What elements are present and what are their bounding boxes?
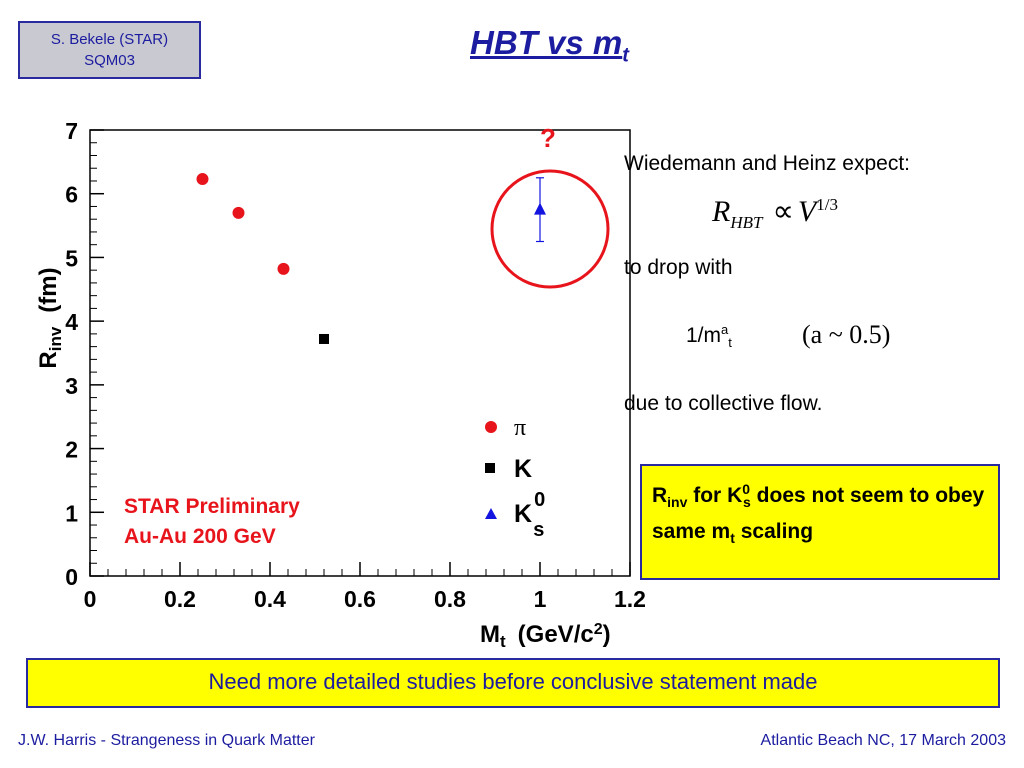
legend-k0s-sup: 0 bbox=[534, 489, 545, 511]
question-mark: ? bbox=[540, 123, 556, 153]
hbt-chart: 0 1 2 3 4 5 6 7 0 0.2 0.4 0.6 0.8 1 1.2 Rinv (fm) Mt (Ge… bbox=[35, 118, 646, 651]
annotation-collision: Au-Au 200 GeV bbox=[124, 525, 276, 548]
legend-label-kaon: K bbox=[514, 455, 532, 483]
collective-flow-text: due to collective flow. bbox=[624, 392, 823, 415]
data-point-pion bbox=[232, 206, 245, 219]
data-point-pion bbox=[196, 173, 209, 186]
x-tick-label: 0.2 bbox=[164, 586, 196, 612]
callout-k-sub: s bbox=[743, 494, 751, 511]
conclusion-box: Need more detailed studies before conclu… bbox=[26, 658, 1000, 708]
x-axis-title: Mt (GeV/c2) bbox=[480, 621, 611, 651]
y-axis-unit: (fm) bbox=[35, 267, 62, 312]
y-tick-label: 0 bbox=[65, 564, 78, 590]
author-name: S. Bekele (STAR) bbox=[50, 31, 169, 48]
legend-marker-k0s bbox=[485, 508, 497, 519]
callout-rest: does not seem to obey same m bbox=[652, 484, 985, 544]
highlight-circle bbox=[490, 169, 610, 289]
drop-text: to drop with bbox=[624, 256, 733, 279]
x-tick-label: 1.2 bbox=[614, 586, 646, 612]
footer-left: J.W. Harris - Strangeness in Quark Matte… bbox=[18, 732, 315, 749]
footer-right: Atlantic Beach NC, 17 March 2003 bbox=[760, 732, 1006, 749]
data-point-k0s bbox=[534, 202, 546, 215]
y-axis-sub: inv bbox=[46, 326, 65, 351]
x-axis-sub: t bbox=[500, 632, 506, 651]
callout-box: Rinv for K0s does not seem to obey same … bbox=[640, 464, 1000, 580]
scaling-sup: a bbox=[721, 322, 729, 337]
callout-m-sub: t bbox=[730, 530, 735, 547]
formula-exponent: 1/3 bbox=[816, 195, 838, 214]
y-axis-r: R bbox=[35, 351, 62, 368]
legend-label-pion: π bbox=[514, 415, 526, 441]
plot-area: 0 1 2 3 4 5 6 7 0 0.2 0.4 0.6 0.8 1 1.2 bbox=[65, 118, 646, 612]
conference-name: SQM03 bbox=[84, 52, 135, 69]
formula-r: R bbox=[712, 195, 731, 228]
y-axis-title-text: Rinv (fm) bbox=[35, 267, 65, 368]
y-tick-label: 4 bbox=[65, 309, 78, 335]
formula: RHBT ∝ V1/3 bbox=[712, 194, 838, 233]
legend-marker-kaon bbox=[485, 463, 495, 473]
y-axis-title: Rinv (fm) bbox=[35, 267, 65, 368]
x-axis-unit: (GeV/c bbox=[518, 621, 594, 648]
formula-proportional: ∝ bbox=[772, 195, 794, 228]
slide-title: HBT vs mt bbox=[470, 24, 629, 68]
y-tick-label: 1 bbox=[65, 500, 78, 526]
callout-end: scaling bbox=[734, 520, 814, 544]
x-axis-unit-end: ) bbox=[603, 621, 611, 648]
y-tick-label: 5 bbox=[65, 245, 78, 271]
legend-k0s-sub: s bbox=[533, 519, 544, 541]
scaling-base: 1/m bbox=[686, 324, 722, 347]
y-tick-label: 3 bbox=[65, 373, 78, 399]
legend-k0s-k: K bbox=[514, 500, 532, 528]
x-axis-unit-sup: 2 bbox=[594, 621, 603, 638]
title-sub: t bbox=[622, 44, 629, 67]
annotation-preliminary: STAR Preliminary bbox=[124, 495, 300, 518]
scaling-sub: t bbox=[728, 335, 732, 351]
formula-sub: HBT bbox=[730, 213, 763, 232]
y-tick-label: 6 bbox=[65, 182, 78, 208]
legend-marker-pion bbox=[485, 421, 497, 433]
callout-r-sub: inv bbox=[667, 494, 688, 511]
callout-for: for K bbox=[687, 484, 743, 507]
x-tick-label: 0.4 bbox=[254, 586, 286, 612]
expectation-text: Wiedemann and Heinz expect: bbox=[624, 152, 910, 175]
formula-v: V bbox=[797, 195, 817, 228]
callout-r: R bbox=[652, 484, 668, 507]
data-point-kaon bbox=[319, 333, 329, 344]
title-main: HBT vs m bbox=[470, 24, 623, 61]
author-box: S. Bekele (STAR) SQM03 bbox=[18, 21, 201, 79]
y-tick-label: 7 bbox=[65, 118, 78, 144]
scaling-expression: 1/mat bbox=[686, 322, 732, 350]
x-tick-label: 0.8 bbox=[434, 586, 466, 612]
y-tick-label: 2 bbox=[65, 437, 78, 463]
x-tick-label: 0 bbox=[84, 586, 97, 612]
x-axis-m: M bbox=[480, 621, 500, 648]
x-tick-label: 1 bbox=[534, 586, 547, 612]
x-tick-label: 0.6 bbox=[344, 586, 376, 612]
callout-k-sup: 0 bbox=[742, 481, 751, 497]
data-point-pion bbox=[277, 262, 290, 275]
scaling-exponent-note: (a ~ 0.5) bbox=[802, 320, 891, 349]
